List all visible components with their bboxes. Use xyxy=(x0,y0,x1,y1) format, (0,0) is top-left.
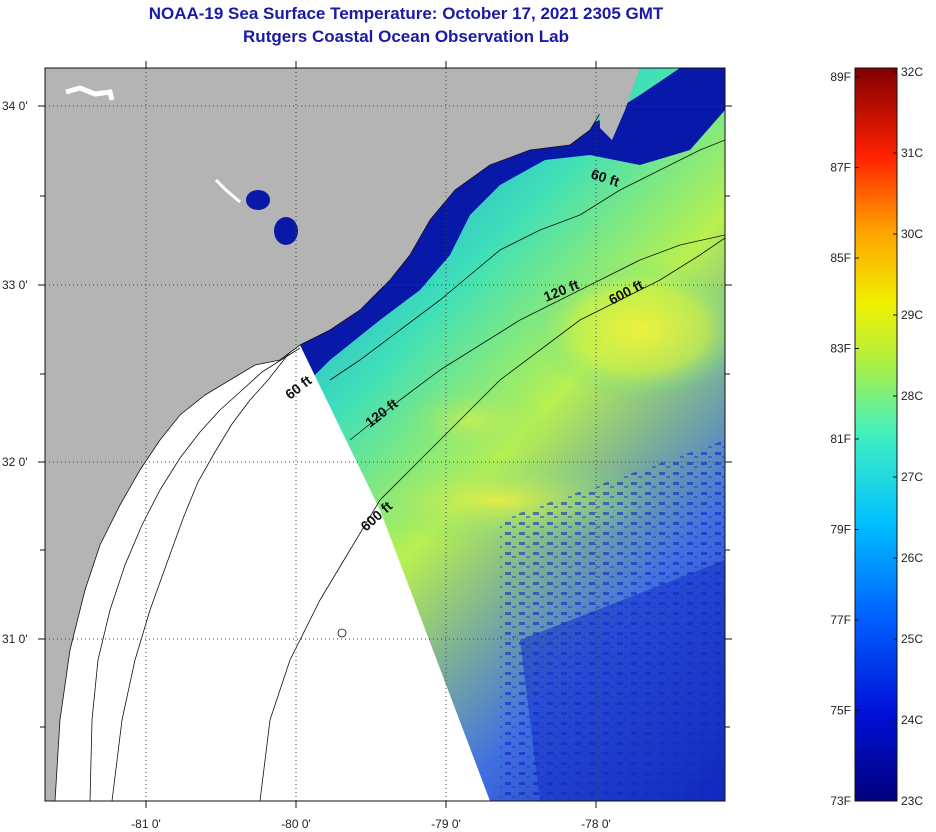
coastline xyxy=(89,347,301,801)
cape-land xyxy=(598,68,640,140)
colorbar-celsius-label: 30C xyxy=(901,227,923,241)
inland-water xyxy=(214,178,241,204)
warm-patch xyxy=(390,380,550,460)
lat-tick-label: 31 0' xyxy=(2,632,28,646)
map-subtitle: Rutgers Coastal Ocean Observation Lab xyxy=(243,27,569,46)
colorbar-celsius-label: 31C xyxy=(901,146,923,160)
axis-ticks xyxy=(38,61,732,808)
colorbar-celsius-label: 23C xyxy=(901,794,923,808)
graticule xyxy=(45,68,725,801)
lon-tick-label: -78 0' xyxy=(581,817,611,831)
lat-tick-label: 33 0' xyxy=(2,278,28,292)
contour-600ft xyxy=(259,237,725,801)
colorbar-fahrenheit-label: 85F xyxy=(830,251,851,265)
lon-tick-label: -80 0' xyxy=(281,817,311,831)
bathymetry-feature xyxy=(337,628,347,638)
lon-tick-label: -79 0' xyxy=(431,817,461,831)
colorbar: 89F 87F 85F 83F 81F 79F 77F 75F 73F 32C 31C 30C 29C… xyxy=(830,65,923,808)
cool-water xyxy=(520,560,725,801)
colorbar-celsius-label: 25C xyxy=(901,632,923,646)
warm-eddy xyxy=(530,260,725,400)
colorbar-celsius-label: 24C xyxy=(901,713,923,727)
inland-lake xyxy=(246,190,270,210)
estuary-outline xyxy=(111,351,291,801)
colorbar-fahrenheit-label: 73F xyxy=(830,794,851,808)
nearshore-cold-water xyxy=(300,68,725,380)
colorbar-fahrenheit-label: 77F xyxy=(830,613,851,627)
contour-120ft xyxy=(349,234,725,441)
lat-tick-label: 34 0' xyxy=(2,99,28,113)
colorbar-celsius-label: 28C xyxy=(901,389,923,403)
land xyxy=(45,68,603,801)
colorbar-fahrenheit-label: 75F xyxy=(830,704,851,718)
colorbar-fahrenheit-label: 83F xyxy=(830,342,851,356)
lon-tick-label: -81 0' xyxy=(131,817,161,831)
colorbar-gradient xyxy=(854,67,898,802)
colorbar-celsius-label: 29C xyxy=(901,308,923,322)
colorbar-celsius-label: 32C xyxy=(901,65,923,79)
inland-water xyxy=(65,85,115,101)
map-frame xyxy=(44,67,726,802)
colorbar-celsius-label: 27C xyxy=(901,470,923,484)
colorbar-fahrenheit-label: 89F xyxy=(830,70,851,84)
inland-lake xyxy=(274,217,298,245)
colorbar-fahrenheit-label: 87F xyxy=(830,161,851,175)
contour-60ft xyxy=(329,139,725,381)
colorbar-celsius-label: 26C xyxy=(901,551,923,565)
map-title: NOAA-19 Sea Surface Temperature: October… xyxy=(148,4,664,23)
colorbar-fahrenheit-label: 79F xyxy=(830,523,851,537)
colorbar-fahrenheit-label: 81F xyxy=(830,432,851,446)
lat-tick-label: 32 0' xyxy=(2,455,28,469)
